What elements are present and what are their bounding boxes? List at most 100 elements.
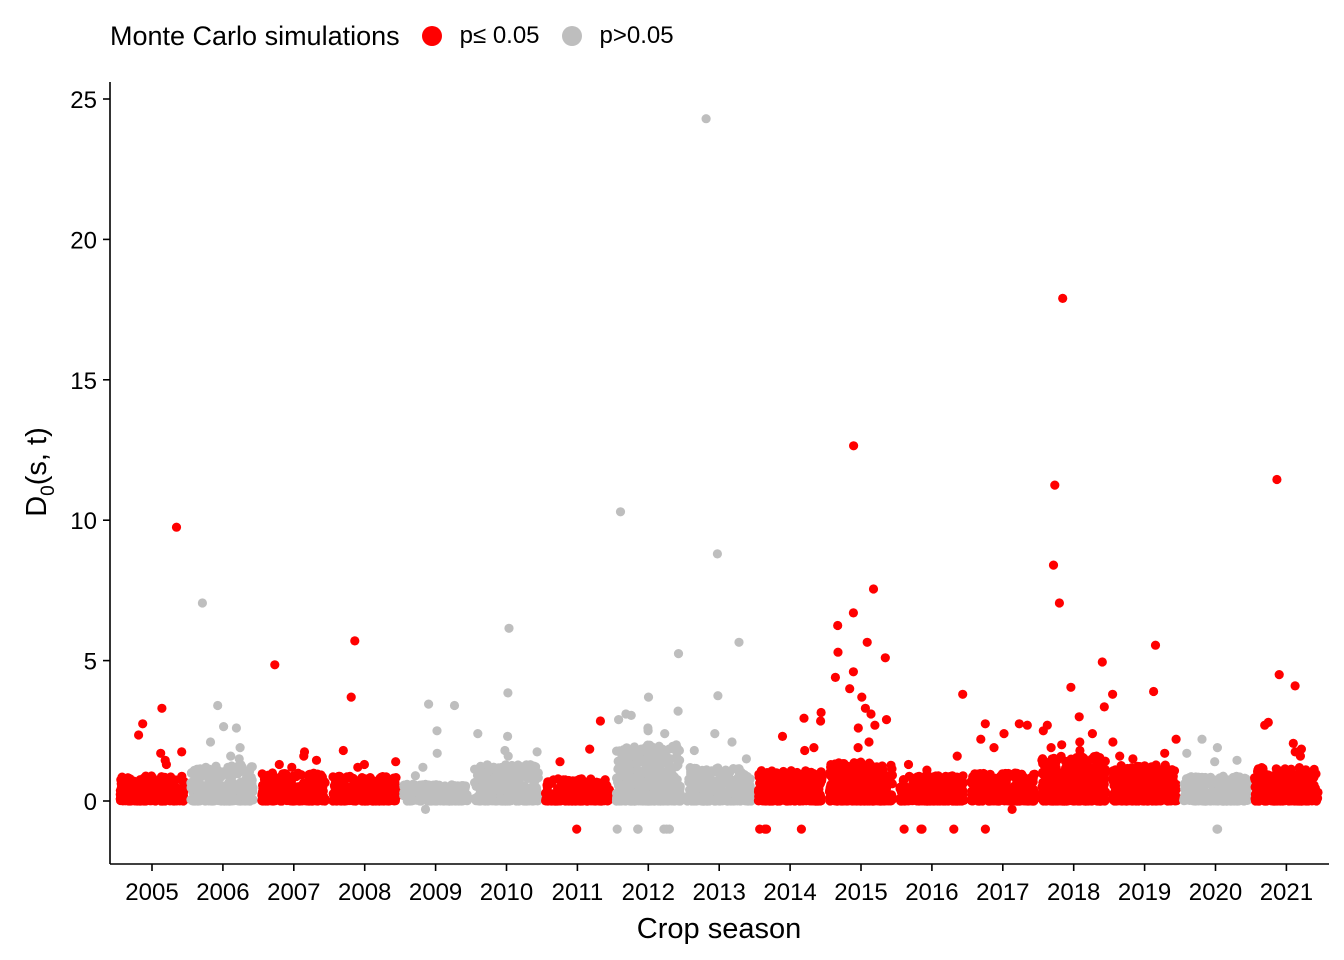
data-point-outlier xyxy=(1046,743,1056,753)
data-point xyxy=(1078,765,1088,775)
data-point-outlier xyxy=(346,692,356,702)
data-point xyxy=(618,745,629,755)
data-point xyxy=(333,789,343,799)
legend-item-not-significant: p>0.05 xyxy=(561,22,674,50)
season-points-2018 xyxy=(1037,293,1111,806)
data-point-outlier xyxy=(350,636,360,646)
data-point-outlier xyxy=(777,731,788,742)
data-point xyxy=(116,775,126,785)
data-point-outlier xyxy=(833,647,843,657)
data-point-outlier xyxy=(660,729,670,739)
data-point-outlier xyxy=(1014,719,1024,729)
season-points-2014 xyxy=(753,707,827,834)
data-point-outlier xyxy=(864,737,874,747)
data-point xyxy=(795,786,805,796)
data-point-outlier xyxy=(219,722,229,732)
data-point xyxy=(1026,783,1037,793)
data-point-outlier xyxy=(922,765,932,775)
data-point-outlier xyxy=(1057,740,1067,750)
data-point xyxy=(562,787,572,797)
data-point-outlier xyxy=(503,688,513,698)
data-point xyxy=(864,796,874,806)
data-point-outlier xyxy=(1007,804,1017,815)
legend-dot-significant xyxy=(421,26,442,46)
data-point xyxy=(847,777,858,787)
data-point xyxy=(138,776,148,786)
data-point xyxy=(343,791,353,801)
data-point xyxy=(877,763,887,773)
data-point-outlier xyxy=(848,608,859,618)
season-points-2008 xyxy=(328,636,402,806)
data-point xyxy=(687,768,697,778)
data-point xyxy=(804,781,815,791)
data-point-outlier xyxy=(226,751,236,761)
data-point xyxy=(939,778,949,788)
data-point xyxy=(1067,790,1077,800)
data-point xyxy=(774,787,784,797)
data-point xyxy=(730,795,740,805)
data-point xyxy=(438,786,448,796)
data-point-outlier xyxy=(673,706,683,716)
data-point xyxy=(826,795,836,805)
data-point xyxy=(263,770,273,780)
data-point-outlier xyxy=(161,759,171,770)
data-point-outlier xyxy=(848,667,859,677)
data-point-outlier xyxy=(1066,682,1076,692)
data-point xyxy=(621,796,631,806)
data-point-outlier xyxy=(614,715,624,725)
legend-dot-not-significant xyxy=(561,26,582,46)
data-point xyxy=(564,775,574,786)
data-point xyxy=(382,795,392,805)
data-point-outlier xyxy=(449,700,460,711)
data-point-outlier xyxy=(903,759,914,770)
data-point xyxy=(735,780,745,791)
data-point xyxy=(116,783,126,793)
data-point-outlier xyxy=(1050,480,1060,490)
data-point xyxy=(656,777,667,787)
data-point-outlier xyxy=(1087,729,1097,739)
data-point xyxy=(213,794,223,804)
data-point-outlier xyxy=(643,692,654,702)
legend-item-significant: p≤ 0.05 xyxy=(421,22,540,50)
data-point xyxy=(363,796,373,806)
data-point xyxy=(1007,794,1017,804)
data-point xyxy=(996,771,1006,781)
data-point xyxy=(135,796,145,806)
data-point-outlier xyxy=(1048,560,1059,570)
data-point-outlier xyxy=(391,757,401,767)
data-point-outlier xyxy=(287,762,297,772)
legend-title: Monte Carlo simulations xyxy=(110,20,400,51)
data-point-outlier xyxy=(862,637,872,647)
data-point-outlier xyxy=(659,824,669,834)
data-point-outlier xyxy=(1097,657,1107,667)
data-point xyxy=(982,790,992,800)
data-point xyxy=(244,796,254,806)
data-point xyxy=(286,777,296,787)
data-point xyxy=(926,775,936,785)
data-point-outlier xyxy=(712,549,723,559)
data-point xyxy=(993,783,1003,793)
data-point-outlier xyxy=(134,730,144,740)
data-point xyxy=(336,773,346,783)
data-point xyxy=(476,761,486,772)
data-point-outlier xyxy=(595,716,606,726)
data-point xyxy=(203,795,213,805)
data-point-outlier xyxy=(857,692,867,702)
data-point-outlier xyxy=(980,824,991,834)
data-point xyxy=(935,793,945,803)
data-point xyxy=(621,772,631,782)
data-point-outlier xyxy=(809,743,819,753)
data-point-outlier xyxy=(274,759,284,770)
data-point xyxy=(230,764,240,774)
data-point xyxy=(294,796,304,806)
data-point-outlier xyxy=(899,824,909,834)
data-point-outlier xyxy=(503,751,513,761)
data-point-outlier xyxy=(866,709,876,719)
data-point-outlier xyxy=(958,689,968,699)
data-point xyxy=(309,773,319,783)
legend-label-significant: p≤ 0.05 xyxy=(459,22,540,49)
data-point xyxy=(577,774,587,784)
data-point xyxy=(407,796,417,806)
data-point xyxy=(618,762,628,772)
data-point xyxy=(957,783,967,794)
